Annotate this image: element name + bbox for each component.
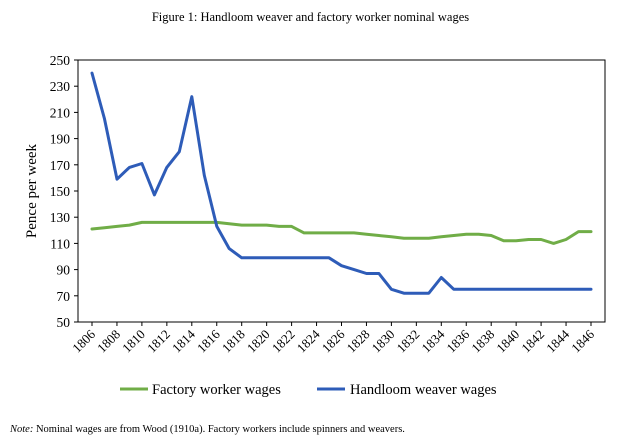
y-tick-label: 230 <box>50 79 71 94</box>
y-tick-label: 130 <box>50 210 71 225</box>
y-tick-label: 150 <box>50 184 71 199</box>
x-tick-label: 1838 <box>468 327 497 356</box>
legend: Factory worker wages Handloom weaver wage… <box>120 382 497 398</box>
y-tick-label: 90 <box>57 263 71 278</box>
y-tick-label: 250 <box>50 53 71 68</box>
y-axis-label: Pence per week <box>24 143 40 238</box>
y-tick-label: 210 <box>50 105 71 120</box>
x-tick-label: 1840 <box>493 327 522 356</box>
x-tick-label: 1834 <box>418 326 447 355</box>
x-tick-label: 1816 <box>194 326 223 355</box>
x-tick-label: 1810 <box>119 327 148 356</box>
x-tick-label: 1824 <box>294 326 323 355</box>
x-tick-label: 1844 <box>543 326 572 355</box>
x-tick-label: 1820 <box>244 327 273 356</box>
y-tick-label: 170 <box>50 158 71 173</box>
x-tick-label: 1828 <box>344 327 373 356</box>
series-lines <box>90 71 593 295</box>
legend-label: Factory worker wages <box>152 382 281 398</box>
y-tick-label: 190 <box>50 132 71 147</box>
y-tick-label: 110 <box>50 236 70 251</box>
series-line-factory-worker <box>90 220 593 245</box>
note-text: Nominal wages are from Wood (1910a). Fac… <box>33 424 405 435</box>
x-tick-label: 1814 <box>169 326 198 355</box>
figure-note: Note: Nominal wages are from Wood (1910a… <box>10 424 405 435</box>
note-label: Note: <box>10 424 34 435</box>
x-tick-label: 1822 <box>269 327 298 356</box>
axes: 5070901101301501701902102302501806180818… <box>24 53 606 356</box>
x-tick-label: 1832 <box>393 327 422 356</box>
x-tick-label: 1812 <box>144 327 173 356</box>
y-tick-label: 50 <box>57 315 71 330</box>
x-tick-label: 1806 <box>69 326 98 355</box>
x-tick-label: 1836 <box>443 326 472 355</box>
legend-label: Handloom weaver wages <box>350 382 497 398</box>
y-tick-label: 70 <box>57 289 71 304</box>
figure-title: Figure 1: Handloom weaver and factory wo… <box>151 10 470 24</box>
x-tick-label: 1826 <box>319 326 348 355</box>
x-tick-label: 1808 <box>94 327 123 356</box>
x-tick-label: 1846 <box>568 326 597 355</box>
series-line-handloom-weaver <box>90 71 593 295</box>
x-tick-label: 1818 <box>219 327 248 356</box>
x-tick-label: 1842 <box>518 327 547 356</box>
x-tick-label: 1830 <box>369 327 398 356</box>
